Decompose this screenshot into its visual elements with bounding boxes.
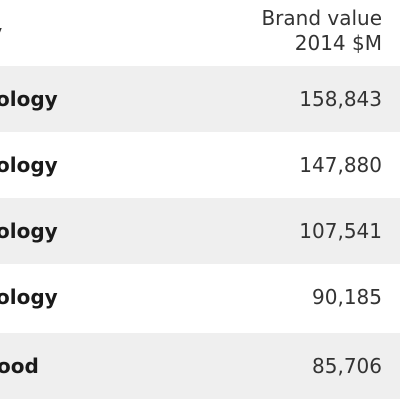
- category-cell: ology: [0, 219, 58, 243]
- category-cell: ology: [0, 285, 58, 309]
- brand-value-cell: 107,541: [299, 219, 382, 243]
- table-row: ology 90,185: [0, 264, 400, 330]
- table-row: ood 85,706: [0, 333, 400, 399]
- category-cell: ood: [0, 354, 39, 378]
- brand-value-header-line2: 2014 $M: [294, 31, 382, 55]
- category-column-header: ory: [0, 20, 2, 44]
- brand-value-column-header: Brand value 2014 $M: [261, 6, 382, 56]
- brand-value-cell: 158,843: [299, 87, 382, 111]
- table-row: ology 158,843: [0, 66, 400, 132]
- category-cell: ology: [0, 87, 58, 111]
- brand-value-cell: 85,706: [312, 354, 382, 378]
- brand-value-header-line1: Brand value: [261, 6, 382, 30]
- table-row: ology 147,880: [0, 132, 400, 198]
- brand-value-cell: 147,880: [299, 153, 382, 177]
- table-row: ology 107,541: [0, 198, 400, 264]
- brand-value-cell: 90,185: [312, 285, 382, 309]
- category-cell: ology: [0, 153, 58, 177]
- table-header-row: ory Brand value 2014 $M: [0, 0, 400, 66]
